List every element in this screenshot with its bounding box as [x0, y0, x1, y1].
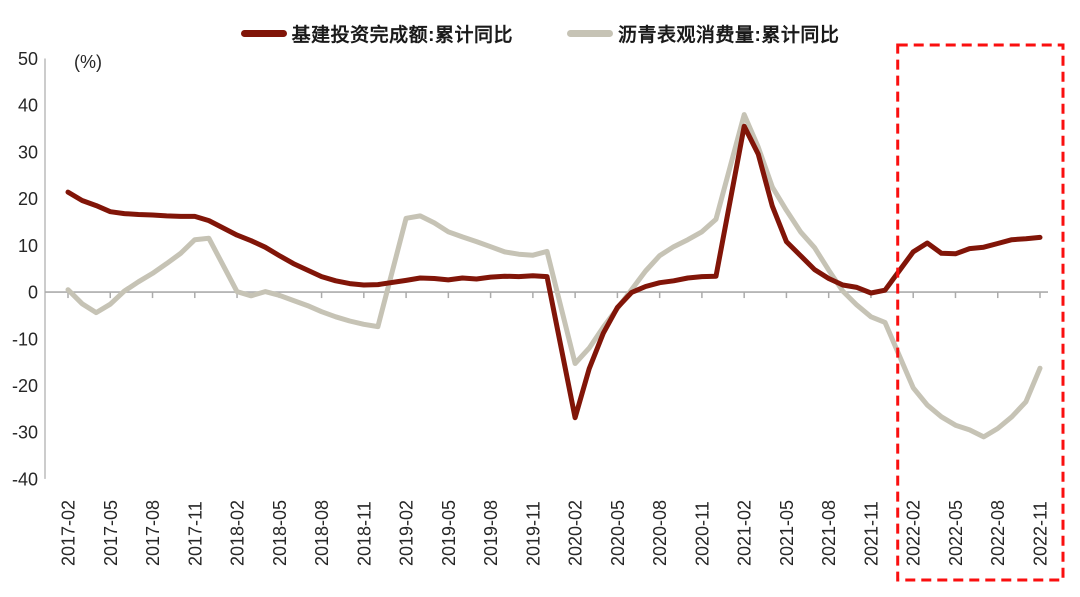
highlight-region-box	[896, 43, 1065, 582]
y-tick-label: 50	[18, 49, 38, 69]
legend-item-asphalt: 沥青表观消费量:累计同比	[567, 20, 839, 47]
y-tick-label: 40	[18, 96, 38, 116]
x-tick-label: 2019-05	[439, 500, 459, 566]
y-tick-label: -30	[12, 423, 38, 443]
legend-label-asphalt: 沥青表观消费量:累计同比	[618, 25, 840, 46]
x-tick-label: 2017-11	[185, 501, 205, 566]
y-tick-label: 0	[28, 283, 38, 303]
x-tick-label: 2020-05	[608, 500, 628, 566]
x-tick-label: 2021-11	[861, 501, 881, 566]
x-tick-label: 2021-02	[735, 500, 755, 566]
x-tick-label: 2019-11	[523, 501, 543, 566]
legend-swatch-infrastructure	[240, 30, 287, 37]
y-tick-label: -20	[12, 376, 38, 396]
x-tick-label: 2019-08	[481, 500, 501, 566]
x-tick-label: 2020-11	[692, 501, 712, 566]
series-line-infrastructure	[65, 123, 1043, 421]
x-tick-label: 2019-02	[397, 500, 417, 566]
legend-label-infrastructure: 基建投资完成额:累计同比	[291, 25, 513, 46]
legend-item-infrastructure: 基建投资完成额:累计同比	[240, 20, 513, 47]
y-axis-unit-label: (%)	[74, 52, 102, 72]
x-tick-label: 2018-11	[354, 501, 374, 566]
legend-swatch-asphalt	[567, 30, 613, 37]
x-tick-label: 2017-08	[143, 500, 163, 566]
x-tick-label: 2018-02	[228, 500, 248, 566]
y-tick-label: 30	[18, 142, 38, 162]
x-tick-label: 2022-05	[946, 500, 966, 566]
x-tick-label: 2017-02	[59, 500, 79, 566]
chart-legend: 基建投资完成额:累计同比 沥青表观消费量:累计同比	[0, 20, 1080, 47]
x-tick-label: 2018-05	[270, 500, 290, 566]
y-tick-label: -40	[12, 469, 38, 489]
x-tick-label: 2020-08	[650, 500, 670, 566]
x-tick-label: 2017-05	[101, 500, 121, 566]
x-tick-label: 2022-08	[988, 500, 1008, 566]
x-tick-label: 2021-08	[819, 500, 839, 566]
x-tick-label: 2022-11	[1031, 501, 1051, 566]
x-tick-label: 2021-05	[777, 500, 797, 566]
x-tick-label: 2020-02	[566, 500, 586, 566]
y-tick-label: 10	[18, 236, 38, 256]
y-tick-label: 20	[18, 189, 38, 209]
series-line-asphalt	[65, 112, 1043, 440]
x-tick-label: 2022-02	[904, 500, 924, 566]
x-tick-label: 2018-08	[312, 500, 332, 566]
y-tick-label: -10	[12, 329, 38, 349]
